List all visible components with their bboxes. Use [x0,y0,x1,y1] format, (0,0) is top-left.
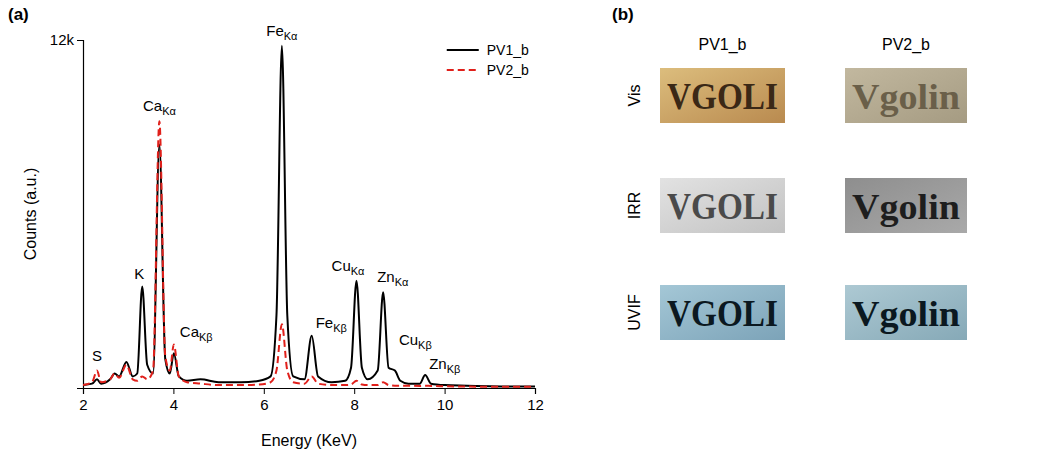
x-tick: 2 [79,388,87,413]
photo [660,68,785,123]
peak-element: Fe [266,22,284,39]
peak-line: Kβ [333,322,347,334]
peak-line: Kβ [447,363,461,375]
peak-element: K [134,265,144,282]
tick-mark [77,40,83,41]
y-tick: 12k [50,31,83,48]
peak-label: ZnKα [377,268,409,288]
peak-element: Cu [399,331,418,348]
peak-element: Cu [332,257,351,274]
peak-line: Kβ [199,331,213,343]
row-head: IRR [626,192,643,220]
peak-line: Kα [351,265,365,277]
tick-mark [354,388,355,394]
peak-label: S [92,347,102,364]
spectrum-line [83,121,535,387]
column-head: PV1_b [698,36,746,54]
tick-label: 2 [79,396,87,413]
peak-label: CaKα [143,97,177,117]
photo [845,178,967,233]
peak-line: Kα [395,276,409,288]
x-axis-title: Energy (KeV) [261,432,357,449]
peak-label: CuKβ [399,331,432,351]
peak-element: Ca [180,323,200,340]
y-axis: 12k [50,31,84,388]
x-tick: 6 [260,388,268,413]
peak-label: FeKα [266,22,298,42]
y-axis-title: Counts (a.u.) [22,168,39,260]
legend-label: PV2_b [487,62,529,78]
peak-element: Zn [377,268,395,285]
legend-label: PV1_b [487,42,529,58]
x-tick: 8 [351,388,359,413]
x-tick: 12 [527,388,544,413]
tick-mark [264,388,265,394]
annotations: SKCaKαCaKβFeKαFeKβCuKαZnKαCuKβZnKβ [92,22,460,375]
peak-element: Fe [316,314,334,331]
peak-line: Kβ [418,339,432,351]
peak-label: ZnKβ [429,355,460,375]
peak-label: CuKα [332,257,366,277]
peak-element: S [92,347,102,364]
tick-label: 6 [260,396,268,413]
inscription: Vgolin [852,187,960,227]
plot-area [83,46,535,387]
inscription: Vgolin [852,294,960,334]
x-tick: 4 [170,388,178,413]
photo [660,178,785,233]
legend-swatch [447,49,479,51]
spectrum-line [83,46,535,387]
tick-label: 4 [170,396,178,413]
panel-label: (a) [8,5,29,24]
inscription: VGOLI [667,75,778,117]
inscription: VGOLI [667,185,778,227]
inscription: Vgolin [852,77,960,117]
peak-label: CaKβ [180,323,213,343]
axis-line [77,41,84,389]
tick-mark [535,388,536,394]
tick-label: 10 [437,396,454,413]
x-tick: 10 [437,388,454,413]
column-head: PV2_b [882,36,930,54]
peak-line: Kα [284,30,298,42]
tick-label: 12k [50,31,75,48]
row-head: UVIF [626,294,643,331]
photo [845,68,967,123]
inscription: VGOLI [667,292,778,334]
tick-mark [445,388,446,394]
peak-element: Zn [429,355,447,372]
tick-label: 12 [527,396,544,413]
peak-line: Kα [162,105,176,117]
tick-label: 8 [351,396,359,413]
figure: (a) 2 4 6 8 10 12 12k Energy (KeV) Counts (a.u.) S… [0,0,1044,475]
photo [660,285,785,340]
peak-element: Ca [143,97,163,114]
legend: PV1_b PV2_b [447,42,529,78]
peak-label: K [134,265,144,282]
legend-item: PV1_b [447,42,529,58]
peak-label: FeKβ [316,314,347,334]
row-head: Vis [626,85,643,107]
panel-label: (b) [612,5,634,24]
legend-item: PV2_b [447,62,529,78]
x-axis: 2 4 6 8 10 12 [79,388,544,413]
image-grid: PV1_b PV2_b Vis VGOLI Vgolin IRR VGOLI Vgolin UV… [626,36,967,340]
photo [845,285,967,340]
legend-swatch [447,69,479,71]
axis-line [84,389,536,395]
tick-mark [173,388,174,394]
